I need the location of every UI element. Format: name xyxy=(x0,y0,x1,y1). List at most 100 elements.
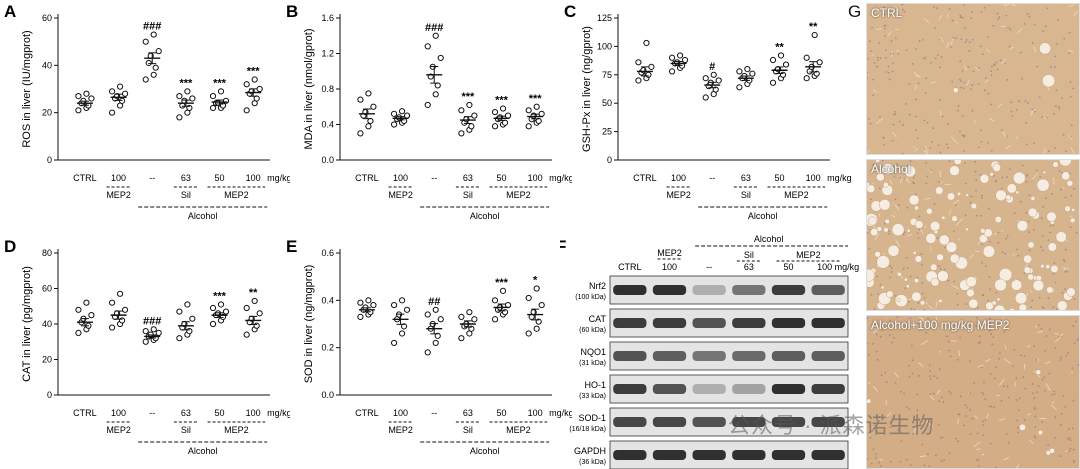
nucleus-dot xyxy=(1016,419,1018,422)
nucleus-dot xyxy=(974,309,976,310)
x-tick-label: 50 xyxy=(497,408,507,418)
nucleus-dot xyxy=(1023,355,1026,358)
nucleus-dot xyxy=(997,18,1000,21)
wb-band xyxy=(771,285,806,295)
nucleus-dot xyxy=(869,437,872,439)
data-point xyxy=(83,299,90,306)
vacuole xyxy=(897,271,902,277)
tissue-line xyxy=(935,316,938,321)
nucleus-dot xyxy=(968,41,971,43)
nucleus-dot xyxy=(1000,399,1003,402)
data-point xyxy=(471,316,478,323)
vacuole xyxy=(1023,266,1032,274)
data-point xyxy=(390,121,398,128)
tissue-line xyxy=(1042,149,1047,154)
tissue-line xyxy=(924,145,928,153)
vacuole xyxy=(1005,194,1012,201)
nucleus-dot xyxy=(1019,397,1021,400)
nucleus-dot xyxy=(1041,116,1044,118)
nucleus-dot xyxy=(1005,237,1007,240)
vacuole xyxy=(903,277,908,282)
data-point xyxy=(676,52,684,59)
nucleus-dot xyxy=(877,59,879,61)
nucleus-dot xyxy=(1007,396,1010,399)
tissue-line xyxy=(1029,439,1034,444)
nucleus-dot xyxy=(905,49,908,52)
y-tick-label: 40 xyxy=(42,319,52,329)
nucleus-dot xyxy=(1052,224,1055,227)
wb-protein-label: SOD-1 xyxy=(578,413,606,423)
data-point xyxy=(184,88,191,95)
data-point xyxy=(403,306,411,313)
data-point xyxy=(357,299,364,306)
nucleus-dot xyxy=(899,390,902,393)
nucleus-dot xyxy=(884,371,887,374)
unit-label: mg/kg xyxy=(827,173,852,183)
panel-f: F Alcohol MEP2 Sil MEP2 CTRL 100 -- 63 50 100 mg/k… xyxy=(560,234,859,469)
nucleus-dot xyxy=(1064,248,1067,251)
histology-ctrl-image xyxy=(867,4,1079,154)
vacuole xyxy=(1066,180,1074,187)
nucleus-dot xyxy=(875,275,878,278)
nucleus-dot xyxy=(948,349,951,352)
significance-mark: ### xyxy=(143,21,161,33)
nucleus-dot xyxy=(925,162,928,164)
tissue-line xyxy=(925,301,933,310)
nucleus-dot xyxy=(976,321,979,324)
tissue-line xyxy=(930,81,937,84)
nucleus-dot xyxy=(1006,78,1009,81)
nucleus-dot xyxy=(1073,298,1076,301)
data-point xyxy=(400,117,408,125)
nucleus-dot xyxy=(960,80,962,82)
nucleus-dot xyxy=(890,423,892,425)
data-point xyxy=(209,304,217,312)
nucleus-dot xyxy=(953,280,956,283)
panel-b: B MDA in liver (nmol/gprot) 0.0 0.4 0.8 1.2 1.… xyxy=(286,2,572,221)
nucleus-dot xyxy=(1047,239,1050,242)
nucleus-dot xyxy=(970,11,973,13)
data-point xyxy=(736,68,743,75)
vacuole xyxy=(1042,170,1047,175)
tissue-line xyxy=(1012,253,1016,256)
nucleus-dot xyxy=(875,333,878,336)
wb-blot-frame xyxy=(609,440,849,469)
data-point xyxy=(116,290,124,297)
vacuole xyxy=(952,87,959,93)
group-label-sil: Sil xyxy=(181,425,191,435)
data-point xyxy=(525,294,532,302)
vacuole xyxy=(936,253,944,262)
group-label-alcohol: Alcohol xyxy=(470,211,500,221)
nucleus-dot xyxy=(981,194,984,197)
nucleus-dot xyxy=(938,181,940,183)
nucleus-dot xyxy=(976,432,979,435)
data-point xyxy=(466,309,473,316)
nucleus-dot xyxy=(888,230,890,232)
group-label-mep2: MEP2 xyxy=(666,190,691,200)
nucleus-dot xyxy=(894,294,897,297)
tissue-line xyxy=(1059,332,1064,338)
nucleus-dot xyxy=(876,430,878,433)
group-label-mep2-right: MEP2 xyxy=(506,190,531,200)
nucleus-dot xyxy=(889,319,892,322)
nucleus-dot xyxy=(1033,345,1036,348)
nucleus-dot xyxy=(1063,37,1066,40)
nucleus-dot xyxy=(1028,194,1031,197)
nucleus-dot xyxy=(955,37,957,40)
nucleus-dot xyxy=(909,275,912,278)
data-point xyxy=(243,107,250,114)
y-tick-label: 0.4 xyxy=(321,295,334,305)
wb-protein-label: GAPDH xyxy=(574,446,606,456)
data-point xyxy=(243,331,250,338)
nucleus-dot xyxy=(892,123,895,126)
nucleus-dot xyxy=(949,355,952,358)
vacuole xyxy=(1055,231,1067,243)
y-axis-label: GSH-Px in liver (ng/gprot) xyxy=(581,26,593,152)
wb-band xyxy=(811,351,845,361)
nucleus-dot xyxy=(975,325,978,327)
wb-band xyxy=(811,417,845,427)
nucleus-dot xyxy=(901,4,904,6)
nucleus-dot xyxy=(1072,399,1075,402)
wb-protein-label: CAT xyxy=(589,314,607,324)
data-point xyxy=(118,317,126,324)
y-axis-label: CAT in liver (pg/mgprot) xyxy=(21,266,33,382)
